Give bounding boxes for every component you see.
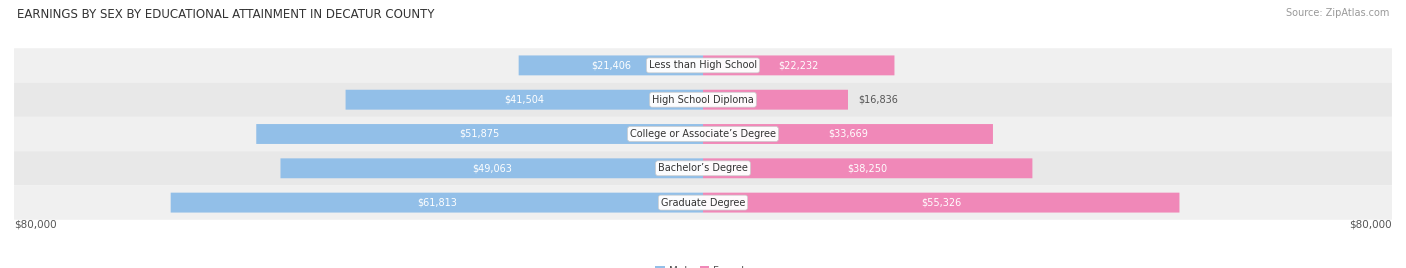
FancyBboxPatch shape [14,83,1392,117]
Text: $49,063: $49,063 [472,163,512,173]
FancyBboxPatch shape [280,158,703,178]
Text: College or Associate’s Degree: College or Associate’s Degree [630,129,776,139]
FancyBboxPatch shape [256,124,703,144]
Text: $22,232: $22,232 [779,60,818,70]
FancyBboxPatch shape [14,117,1392,151]
FancyBboxPatch shape [170,193,703,213]
Text: Source: ZipAtlas.com: Source: ZipAtlas.com [1285,8,1389,18]
FancyBboxPatch shape [703,124,993,144]
FancyBboxPatch shape [346,90,703,110]
Text: High School Diploma: High School Diploma [652,95,754,105]
Text: $16,836: $16,836 [858,95,898,105]
Text: $61,813: $61,813 [418,198,457,208]
Text: $80,000: $80,000 [1350,220,1392,230]
Legend: Male, Female: Male, Female [651,261,755,268]
FancyBboxPatch shape [14,185,1392,220]
FancyBboxPatch shape [14,151,1392,185]
Text: $41,504: $41,504 [505,95,544,105]
FancyBboxPatch shape [703,55,894,75]
Text: Graduate Degree: Graduate Degree [661,198,745,208]
Text: $55,326: $55,326 [921,198,962,208]
Text: $80,000: $80,000 [14,220,56,230]
FancyBboxPatch shape [703,158,1032,178]
Text: Bachelor’s Degree: Bachelor’s Degree [658,163,748,173]
Text: Less than High School: Less than High School [650,60,756,70]
Text: $21,406: $21,406 [591,60,631,70]
FancyBboxPatch shape [14,48,1392,83]
Text: $33,669: $33,669 [828,129,868,139]
Text: $51,875: $51,875 [460,129,499,139]
Text: EARNINGS BY SEX BY EDUCATIONAL ATTAINMENT IN DECATUR COUNTY: EARNINGS BY SEX BY EDUCATIONAL ATTAINMEN… [17,8,434,21]
FancyBboxPatch shape [703,193,1180,213]
FancyBboxPatch shape [519,55,703,75]
FancyBboxPatch shape [703,90,848,110]
Text: $38,250: $38,250 [848,163,887,173]
